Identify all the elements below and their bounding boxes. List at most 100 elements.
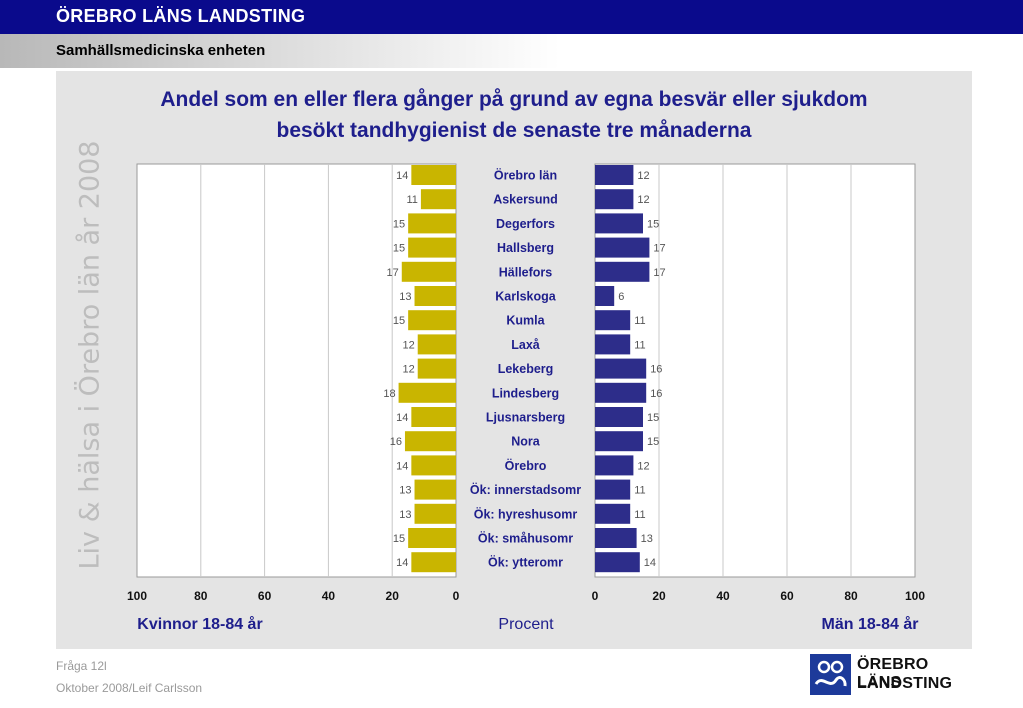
women-value-label: 14 [396,460,408,472]
unit-title: Samhällsmedicinska enheten [56,42,266,59]
women-value-label: 11 [406,194,417,206]
category-label: Hällefors [499,265,553,279]
men-value-label: 16 [650,388,662,400]
category-label: Nora [511,435,541,449]
men-value-label: 15 [647,218,659,230]
women-value-label: 14 [396,170,408,182]
men-bar [595,552,640,573]
women-value-label: 16 [390,436,402,448]
men-value-label: 6 [618,291,624,303]
men-tick-label: 60 [780,589,794,603]
men-bar [595,213,643,234]
women-bar [408,237,456,258]
logo-text-line-2: LANDSTING [857,675,953,692]
category-label: Ljusnarsberg [486,411,565,425]
men-tick-label: 100 [905,589,925,603]
men-value-label: 13 [641,533,653,545]
category-label: Örebro [505,458,547,473]
women-bar [420,189,456,210]
women-tick-label: 40 [322,589,336,603]
category-label: Hallsberg [497,241,554,255]
men-value-label: 11 [634,315,645,327]
men-value-label: 17 [653,267,665,279]
women-tick-label: 100 [127,589,147,603]
men-bar [595,479,631,500]
women-value-label: 12 [402,364,414,376]
chart-title-line-2: besökt tandhygienist de senaste tre måna… [276,119,752,142]
logo-text-line-1: ÖREBRO LÄNS [857,656,929,691]
men-value-label: 11 [634,485,645,497]
men-tick-label: 40 [716,589,730,603]
men-bar [595,407,643,427]
men-bar [595,431,643,452]
women-plot-area [136,163,457,578]
women-bar [414,479,456,500]
women-bar [408,528,456,548]
category-label: Karlskoga [495,290,556,304]
women-bar [417,334,456,355]
category-label: Ök: innerstadsomr [470,482,581,497]
category-label: Lekeberg [498,362,554,376]
women-value-label: 14 [396,557,408,569]
women-tick-label: 20 [386,589,400,603]
women-value-label: 13 [399,485,411,497]
category-label: Askersund [493,193,558,207]
men-bar [595,334,631,355]
women-value-label: 14 [396,412,408,424]
women-value-label: 15 [393,533,405,545]
men-bar [595,310,631,331]
category-label: Ök: ytteromr [488,555,563,570]
women-value-label: 13 [399,291,411,303]
men-bar [595,165,634,185]
women-bar [411,552,456,573]
women-tick-label: 0 [453,589,460,603]
women-tick-label: 80 [194,589,208,603]
women-bar [411,165,456,185]
women-value-label: 17 [387,267,399,279]
women-value-label: 15 [393,315,405,327]
credit-label: Oktober 2008/Leif Carlsson [56,681,203,695]
women-value-label: 15 [393,243,405,255]
men-axis-label: Män 18-84 år [822,615,919,633]
women-bar [401,261,456,282]
question-label: Fråga 12l [56,659,107,673]
women-bar [417,358,456,379]
men-plot-area [594,163,916,578]
men-value-label: 11 [634,339,645,351]
women-bar [411,455,456,476]
category-label: Laxå [511,338,540,352]
women-bar [408,213,456,234]
men-bar [595,528,637,548]
women-value-label: 15 [393,218,405,230]
men-value-label: 11 [634,509,645,521]
men-tick-label: 80 [844,589,858,603]
women-bar [404,431,456,452]
women-tick-label: 60 [258,589,272,603]
chart-title: Andel som en eller flera gånger på grund… [56,84,972,146]
women-bar [398,382,456,403]
category-label: Ök: småhusomr [478,531,573,546]
men-value-label: 12 [637,170,649,182]
women-value-label: 18 [383,388,395,400]
category-label: Degerfors [496,217,555,231]
men-value-label: 15 [647,412,659,424]
sub-banner: Samhällsmedicinska enheten [0,34,1023,68]
women-axis-label: Kvinnor 18-84 år [137,615,262,633]
men-value-label: 15 [647,436,659,448]
chart-title-line-1: Andel som en eller flera gånger på grund… [160,88,868,111]
men-bar [595,455,634,476]
men-value-label: 12 [637,460,649,472]
women-bar [414,503,456,524]
men-value-label: 16 [650,364,662,376]
category-label: Ök: hyreshusomr [474,506,578,521]
category-label: Örebro län [494,168,557,183]
men-value-label: 17 [653,243,665,255]
women-bar [411,407,456,427]
men-bar [595,382,647,403]
landsting-logo: ÖREBRO LÄNS LANDSTING [810,654,970,696]
percent-axis-label: Procent [498,616,554,633]
women-bar [408,310,456,331]
men-tick-label: 0 [592,589,599,603]
men-bar [595,261,650,282]
